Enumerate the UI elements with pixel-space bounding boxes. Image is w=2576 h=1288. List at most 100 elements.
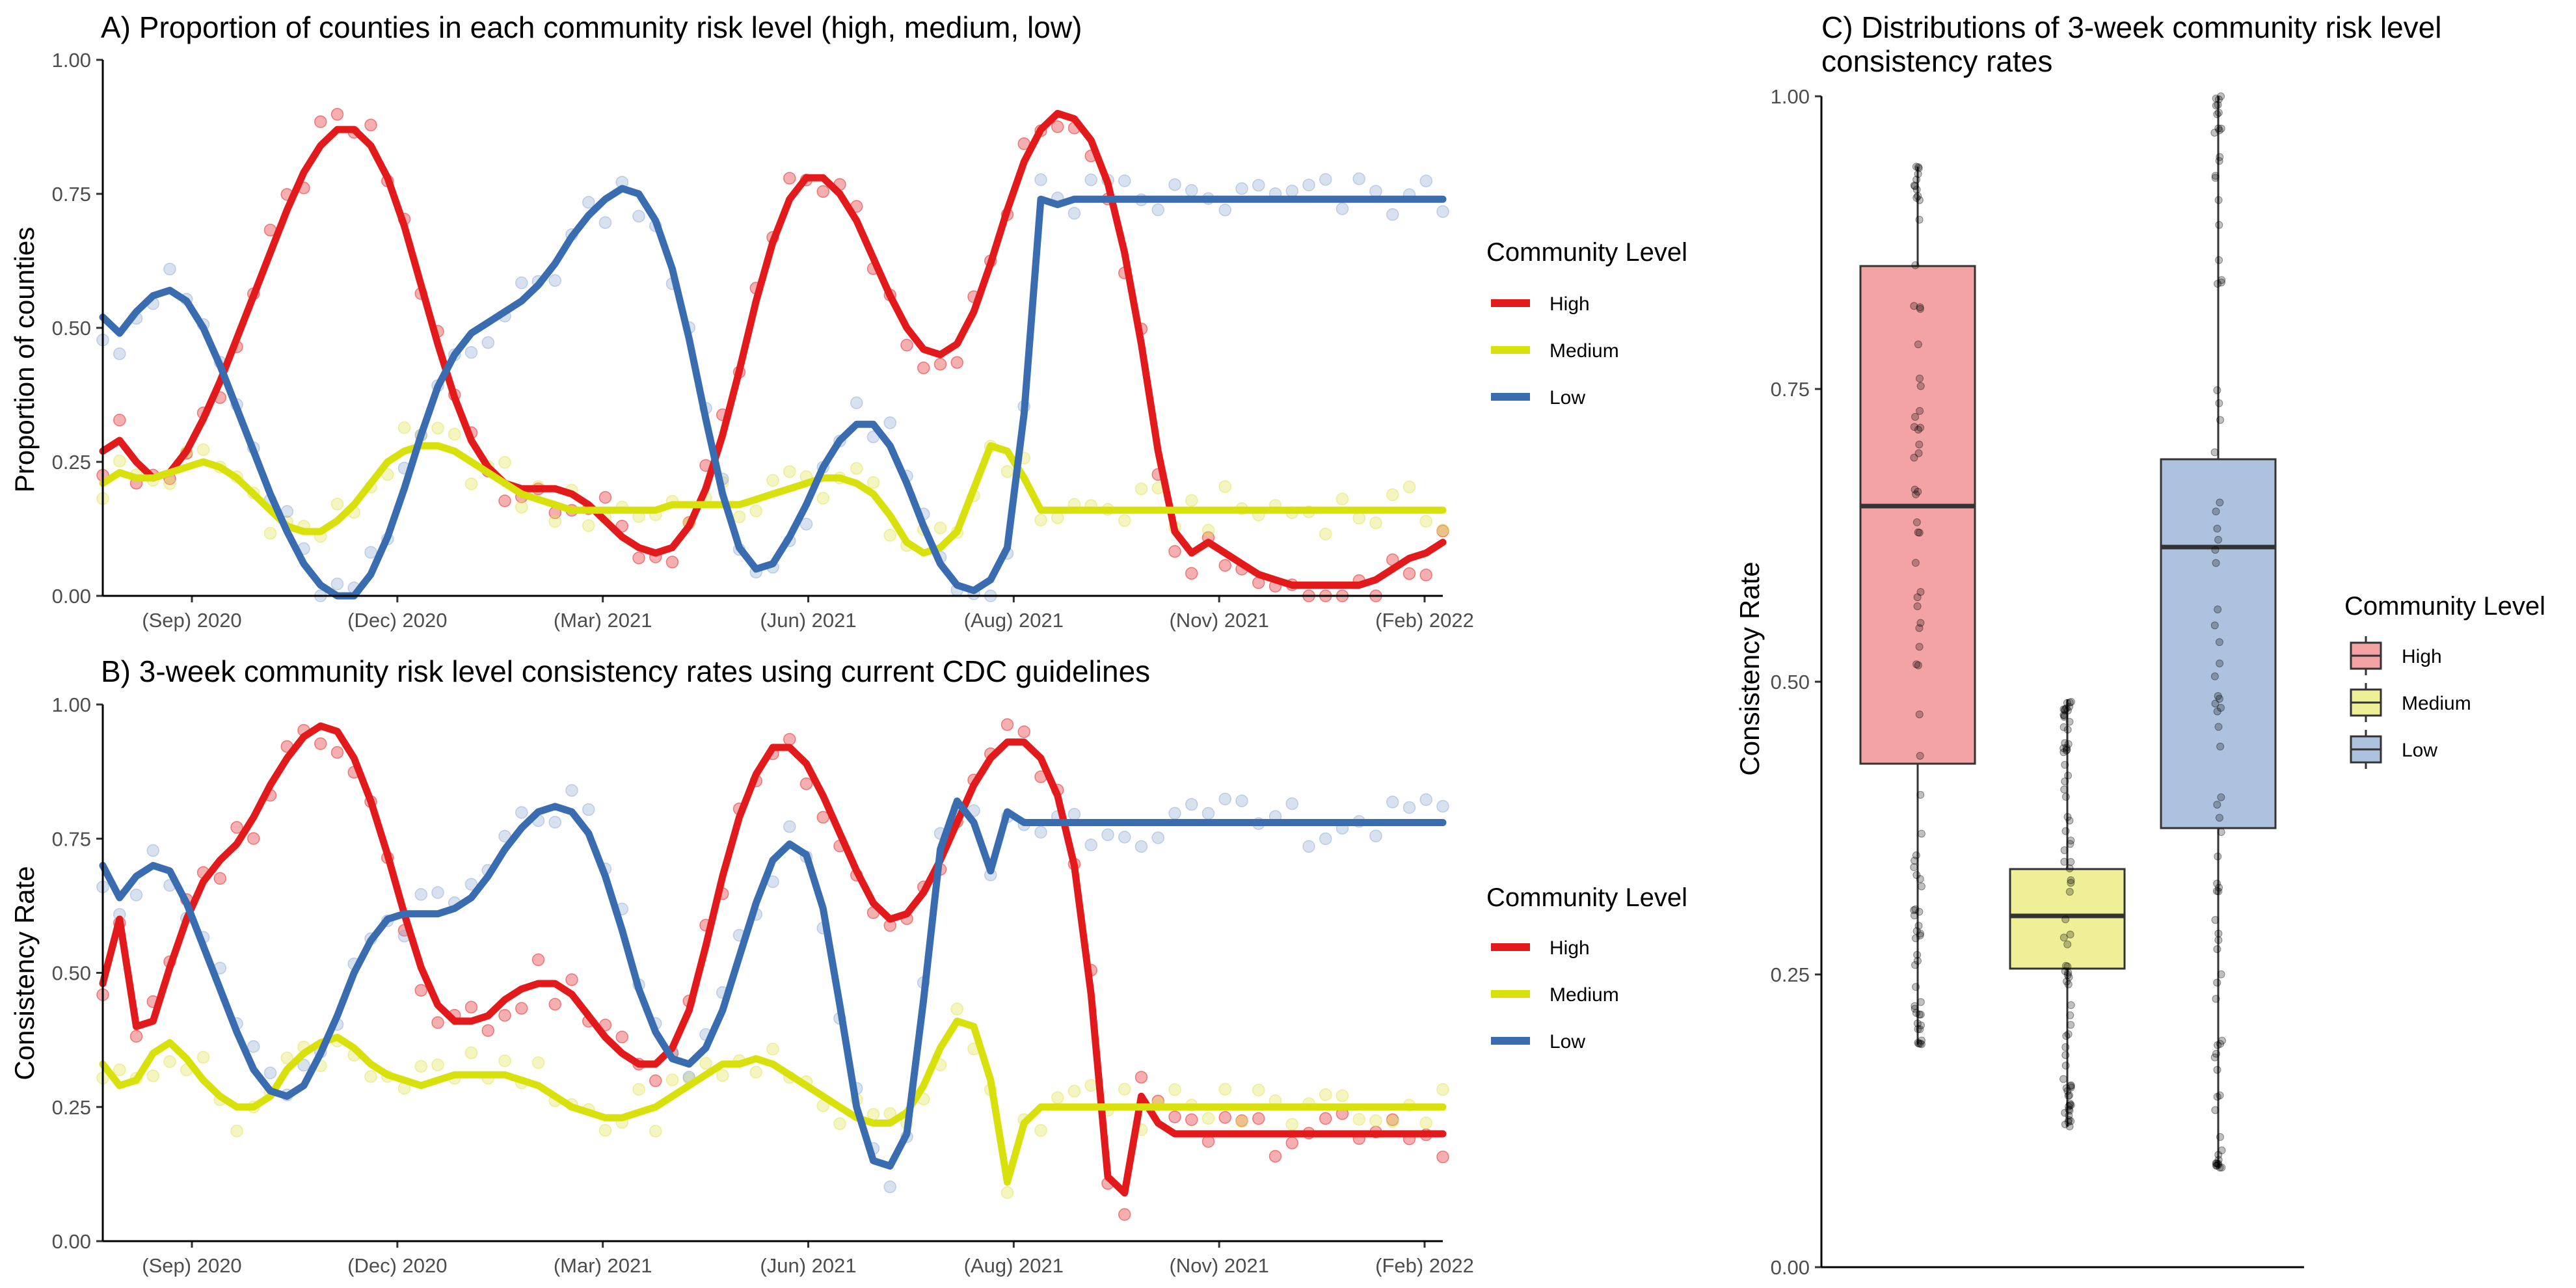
observation-low (2214, 1151, 2223, 1159)
panel-c-title-line2: consistency rates (1821, 44, 2052, 78)
data-point-high (816, 185, 829, 198)
data-point-medium (431, 1058, 444, 1071)
data-point-medium (498, 1054, 511, 1067)
data-point-medium (1335, 492, 1349, 505)
data-point-low (1185, 798, 1198, 811)
observation-high (1916, 751, 1924, 760)
data-point-low (1285, 184, 1298, 198)
data-point-low (1067, 207, 1081, 220)
observation-medium (2063, 706, 2072, 715)
observation-low (2214, 936, 2223, 945)
panel-c-boxes (1859, 96, 2277, 1168)
data-point-medium (1319, 1088, 1332, 1101)
observation-medium (2059, 705, 2068, 714)
observation-medium (2059, 723, 2068, 731)
observation-medium (2067, 1117, 2075, 1125)
data-point-medium (330, 498, 344, 511)
observation-low (2212, 995, 2220, 1003)
data-point-high (431, 1016, 444, 1029)
observation-medium (2065, 1122, 2074, 1131)
data-point-low (515, 276, 528, 289)
observation-high (1916, 1010, 1925, 1019)
observation-medium (2061, 1108, 2069, 1117)
y-tick-label: 0.75 (52, 183, 91, 206)
observation-medium (2065, 718, 2074, 726)
data-point-medium (1185, 494, 1198, 507)
data-point-medium (1218, 1082, 1231, 1096)
y-tick-label: 0.50 (1771, 671, 1810, 693)
observation-high (1916, 304, 1924, 313)
observation-high (1911, 934, 1920, 943)
observation-low (2217, 124, 2225, 133)
data-point-medium (1118, 1082, 1131, 1096)
data-point-medium (783, 465, 796, 478)
observation-high (1914, 661, 1922, 669)
observation-medium (2067, 1083, 2075, 1092)
data-point-high (1419, 569, 1432, 582)
panel-a-legend-label-medium: Medium (1550, 340, 1619, 362)
data-point-medium (498, 456, 511, 469)
data-point-medium (1168, 1083, 1181, 1096)
observation-high (1912, 660, 1921, 669)
observation-low (2213, 1162, 2221, 1170)
data-point-low (163, 262, 176, 276)
panel-b-legend-label-medium: Medium (1550, 984, 1619, 1006)
observation-high (1910, 453, 1918, 462)
data-point-medium (113, 454, 126, 468)
data-point-low (1302, 178, 1315, 192)
data-point-high (330, 107, 344, 121)
observation-medium (2065, 1105, 2073, 1114)
observation-high (1914, 164, 1923, 172)
observation-high (1915, 196, 1924, 204)
data-point-medium (1034, 513, 1047, 527)
data-point-low (247, 1040, 260, 1053)
data-point-medium (766, 474, 779, 487)
y-tick-label: 0.00 (1771, 1256, 1810, 1279)
data-point-medium (933, 521, 947, 535)
data-point-low (565, 784, 578, 797)
observation-low (2210, 1053, 2219, 1062)
data-point-low (783, 820, 796, 833)
y-tick-label: 1.00 (52, 693, 91, 716)
observation-medium (2066, 1099, 2074, 1108)
observation-medium (2063, 745, 2071, 754)
observation-high (1915, 215, 1924, 224)
observation-low (2210, 128, 2219, 137)
data-point-high (1051, 120, 1064, 133)
data-point-medium (414, 1060, 427, 1073)
data-point-high (1134, 1071, 1148, 1084)
observation-high (1914, 1025, 1922, 1033)
observation-low (2213, 524, 2221, 533)
observation-high (1915, 374, 1924, 382)
data-point-high (1017, 725, 1030, 738)
data-point-medium (1235, 1115, 1248, 1128)
data-point-high (481, 1024, 494, 1038)
panel-b: B) 3-week community risk level consisten… (9, 654, 1687, 1277)
data-point-low (1201, 807, 1215, 820)
observation-high (1913, 602, 1922, 610)
observation-medium (2061, 1120, 2069, 1129)
data-point-low (1335, 202, 1349, 215)
observation-low (2216, 1163, 2224, 1172)
y-tick-label: 0.25 (1771, 963, 1810, 986)
observation-high (1911, 905, 1920, 913)
observation-medium (2065, 703, 2074, 711)
data-point-high (1218, 559, 1231, 572)
data-point-high (414, 984, 427, 997)
data-point-medium (113, 1063, 126, 1077)
data-point-high (1436, 1150, 1449, 1164)
observation-low (2211, 172, 2220, 180)
x-tick-label: (Dec) 2020 (347, 1254, 447, 1277)
observation-high (1911, 485, 1919, 494)
data-point-medium (263, 527, 277, 540)
observation-medium (2067, 1001, 2075, 1010)
observation-medium (2067, 857, 2075, 866)
observation-medium (2066, 840, 2074, 848)
observation-medium (2062, 746, 2071, 755)
observation-medium (2059, 711, 2068, 719)
data-point-high (950, 356, 963, 369)
data-point-low (598, 216, 612, 229)
data-point-low (1386, 796, 1399, 809)
x-tick-label: (Sep) 2020 (142, 609, 241, 632)
observation-low (2214, 723, 2223, 731)
